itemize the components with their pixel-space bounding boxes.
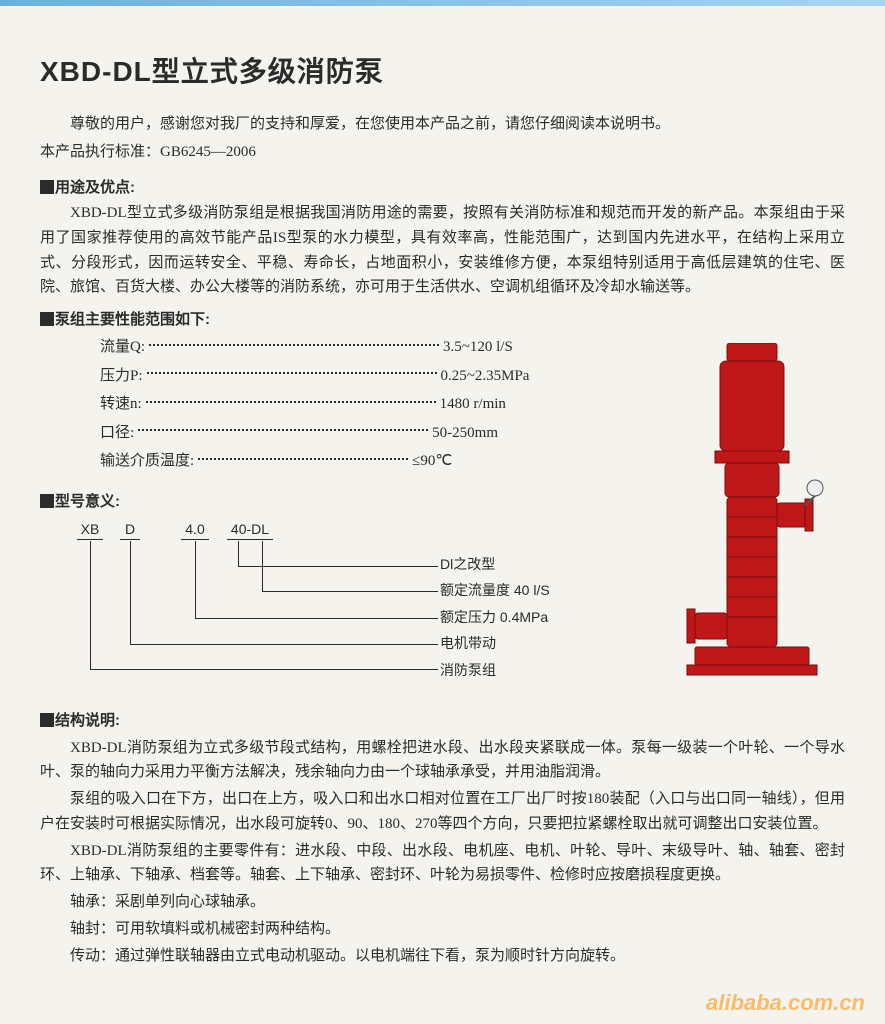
standard-value: GB6245—2006 xyxy=(160,144,256,160)
spec-label: 流量Q: xyxy=(100,333,145,362)
model-diagram: XB D 4.0 40-DL Dl之改型 额定流量度 40 l/S 额定压力 0… xyxy=(70,521,635,691)
standard-label: 本产品执行标准： xyxy=(40,144,160,160)
spec-label: 转速n: xyxy=(100,390,142,419)
model-label: 消防泵组 xyxy=(440,657,550,684)
page-title: XBD-DL型立式多级消防泵 xyxy=(40,50,845,90)
spec-label: 输送介质温度: xyxy=(100,447,194,476)
model-label: Dl之改型 xyxy=(440,551,550,578)
watermark: alibaba.com.cn xyxy=(706,990,865,1016)
section-struct-head: 结构说明: xyxy=(40,709,845,730)
section-model-head: 型号意义: xyxy=(40,490,635,511)
spec-value: 1480 r/min xyxy=(440,390,506,419)
model-label: 电机带动 xyxy=(440,630,550,657)
structure-text: XBD-DL消防泵组为立式多级节段式结构，用螺栓把进水段、出水段夹紧联成一体。泵… xyxy=(40,736,845,969)
struct-line: 传动：通过弹性联轴器由立式电动机驱动。以电机端往下看，泵为顺时针方向旋转。 xyxy=(40,944,845,969)
struct-para: 泵组的吸入口在下方，出口在上方，吸入口和出水口相对位置在工厂出厂时按180装配（… xyxy=(40,787,845,837)
spec-value: 0.25~2.35MPa xyxy=(441,362,530,391)
spec-value: ≤90℃ xyxy=(412,447,452,476)
model-label: 额定流量度 40 l/S xyxy=(440,577,550,604)
spec-value: 3.5~120 l/S xyxy=(443,333,513,362)
spec-label: 压力P: xyxy=(100,362,143,391)
spec-value: 50-250mm xyxy=(432,419,498,448)
struct-line: 轴承：采剧单列向心球轴承。 xyxy=(40,890,845,915)
struct-para: XBD-DL消防泵组为立式多级节段式结构，用螺栓把进水段、出水段夹紧联成一体。泵… xyxy=(40,736,845,786)
usage-paragraph: XBD-DL型立式多级消防泵组是根据我国消防用途的需要，按照有关消防标准和规范而… xyxy=(40,201,845,300)
section-spec-head: 泵组主要性能范围如下: xyxy=(40,308,845,329)
spec-label: 口径: xyxy=(100,419,134,448)
intro-text: 尊敬的用户，感谢您对我厂的支持和厚爱，在您使用本产品之前，请您仔细阅读本说明书。 xyxy=(40,112,845,136)
struct-para: XBD-DL消防泵组的主要零件有：进水段、中段、出水段、电机座、电机、叶轮、导叶… xyxy=(40,839,845,889)
model-label: 额定压力 0.4MPa xyxy=(440,604,550,631)
standard-line: 本产品执行标准：GB6245—2006 xyxy=(40,140,845,164)
spec-list: 流量Q: 3.5~120 l/S 压力P: 0.25~2.35MPa 转速n: 148… xyxy=(40,333,635,476)
struct-line: 轴封：可用软填料或机械密封两种结构。 xyxy=(40,917,845,942)
pump-illustration xyxy=(655,343,845,693)
section-usage-head: 用途及优点: xyxy=(40,176,845,197)
